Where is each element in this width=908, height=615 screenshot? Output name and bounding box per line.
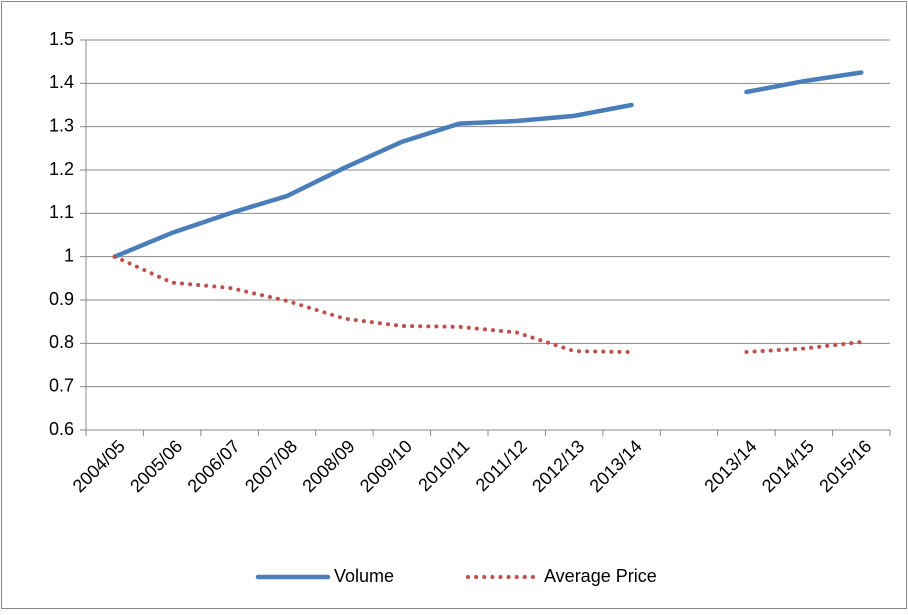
- series-line: [112, 70, 864, 259]
- legend-label: Volume: [334, 566, 394, 586]
- y-tick-label: 0.6: [49, 419, 74, 439]
- y-tick-label: 1.5: [49, 29, 74, 49]
- series-line: [112, 254, 864, 354]
- y-tick-label: 1.3: [49, 115, 74, 135]
- y-tick-label: 0.7: [49, 375, 74, 395]
- y-tick-label: 0.9: [49, 289, 74, 309]
- y-tick-label: 0.8: [49, 332, 74, 352]
- legend-label: Average Price: [544, 566, 657, 586]
- y-tick-label: 1.1: [49, 202, 74, 222]
- y-tick-label: 1.2: [49, 159, 74, 179]
- y-tick-label: 1.4: [49, 72, 74, 92]
- y-tick-label: 1: [64, 245, 74, 265]
